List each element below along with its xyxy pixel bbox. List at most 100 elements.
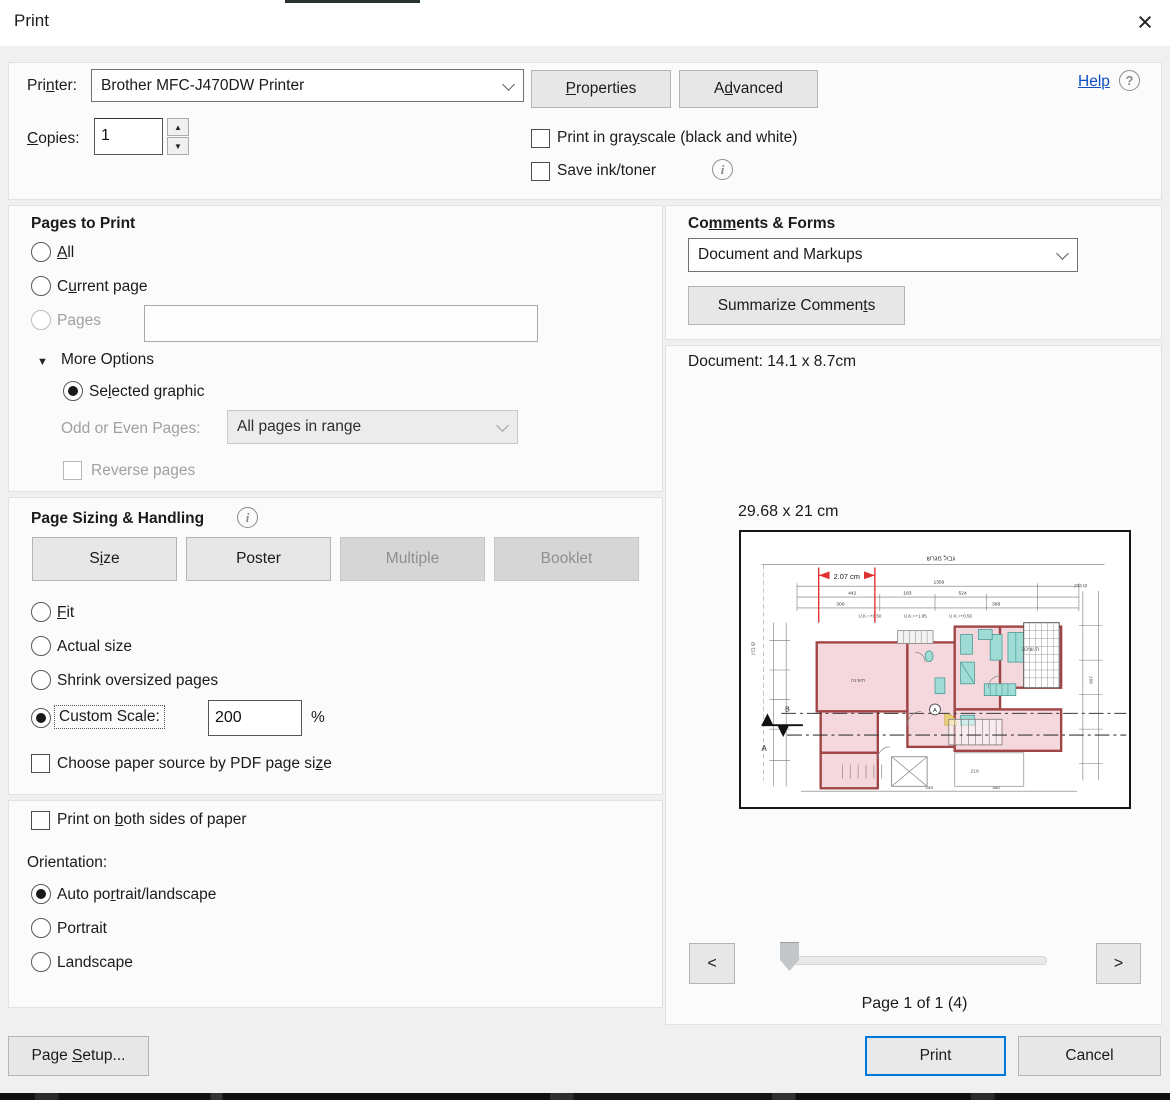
help-question-icon[interactable]: ? [1119,70,1140,91]
percent-label: % [311,709,325,726]
auto-orientation-radio[interactable] [31,884,51,904]
selected-graphic-radio[interactable] [63,381,83,401]
fit-radio[interactable] [31,602,51,622]
scale-dimension: 2.07 cm [818,567,876,623]
print-button[interactable]: Print [865,1036,1006,1076]
paper-source-checkbox[interactable] [31,754,50,773]
info-icon[interactable]: i [237,507,258,528]
svg-text:524: 524 [959,591,967,597]
page-status: Page 1 of 1 (4) [861,995,968,1012]
info-icon[interactable]: i [712,159,733,180]
page-slider-thumb[interactable] [780,942,799,971]
svg-text:2.07 cm: 2.07 cm [834,572,860,581]
more-options-collapse-icon[interactable]: ▼ [37,356,48,368]
printer-label: Printer: [27,77,77,94]
grayscale-label: Print in grayscale (black and white) [557,129,798,146]
comments-forms-select[interactable]: Document and Markups [688,238,1078,272]
svg-text:219: 219 [970,769,978,775]
svg-text:1359: 1359 [933,580,944,586]
all-radio[interactable] [31,242,51,262]
comments-forms-title: Comments & Forms [688,215,836,232]
pages-to-print-panel: Pages to Print All Current page Pages ▼ … [8,205,663,492]
advanced-button[interactable]: Advanced [679,70,818,108]
poster-button[interactable]: Poster [186,537,331,581]
cancel-button[interactable]: Cancel [1018,1036,1161,1076]
svg-text:344: 344 [925,785,933,790]
svg-text:300: 300 [836,601,844,607]
page-slider-track[interactable] [783,956,1047,965]
shrink-radio[interactable] [31,670,51,690]
auto-orientation-label: Auto portrait/landscape [57,886,217,903]
custom-scale-label[interactable]: Custom Scale: [54,705,165,729]
svg-text:442: 442 [848,591,856,597]
page-setup-button[interactable]: Page Setup... [8,1036,149,1076]
printer-panel: Printer: Brother MFC-J470DW Printer Prop… [8,62,1162,200]
svg-text:תשינה: תשינה [851,678,866,684]
comments-forms-panel: Comments & Forms Document and Markups Su… [665,205,1162,340]
summarize-comments-button[interactable]: Summarize Comments [688,286,905,325]
svg-text:450: 450 [992,785,1000,790]
svg-text:קו בנין: קו בנין [752,642,757,655]
current-page-radio[interactable] [31,276,51,296]
svg-text:368: 368 [992,601,1000,607]
background-window-sliver-top [285,0,420,3]
shrink-label: Shrink oversized pages [57,672,219,689]
save-ink-checkbox[interactable] [531,162,550,181]
paper-source-label: Choose paper source by PDF page size [57,755,332,772]
portrait-label: Portrait [57,920,107,937]
save-ink-label: Save ink/toner [557,162,657,179]
chevron-down-icon [502,77,515,91]
printer-select-value: Brother MFC-J470DW Printer [101,76,305,94]
both-sides-label: Print on both sides of paper [57,811,247,828]
both-sides-checkbox[interactable] [31,811,50,830]
page-sizing-title: Page Sizing & Handling [31,510,205,527]
orientation-panel: Print on both sides of paper Orientation… [8,800,663,1008]
chevron-down-icon [496,419,509,432]
booklet-button: Booklet [494,537,639,581]
actual-size-radio[interactable] [31,636,51,656]
custom-scale-input[interactable]: 200 [208,700,302,736]
actual-size-label: Actual size [57,638,132,655]
multiple-button: Multiple [340,537,485,581]
custom-scale-radio[interactable] [31,708,51,728]
paper-size-label: 29.68 x 21 cm [738,503,839,520]
pages-label: Pages [57,312,101,329]
preview-panel: Document: 14.1 x 8.7cm 29.68 x 21 cm גבו… [665,345,1162,1025]
grayscale-checkbox[interactable] [531,129,550,148]
odd-even-label: Odd or Even Pages: [61,420,201,437]
help-link[interactable]: Help [1078,73,1110,90]
svg-text:U.K.=+0.50: U.K.=+0.50 [949,614,972,619]
svg-text:ח.שינה: ח.שינה [1022,647,1040,653]
svg-text:גבול מגרש: גבול מגרש [927,555,956,563]
selected-graphic-label: Selected graphic [89,383,205,400]
all-label: All [57,244,75,261]
fit-label: Fit [57,604,75,621]
properties-button[interactable]: Properties [531,70,671,108]
svg-text:U.K.=+0.50: U.K.=+0.50 [859,614,882,619]
copies-input[interactable]: 1 [94,118,163,155]
next-page-button[interactable]: > [1096,943,1141,984]
more-options-label[interactable]: More Options [61,351,155,368]
document-size-label: Document: 14.1 x 8.7cm [688,353,856,370]
preview-page: גבול מגרש 1359 442 183 524 300 368 U.K.=… [739,530,1131,809]
previous-page-button[interactable]: < [689,943,735,984]
portrait-radio[interactable] [31,918,51,938]
pages-range-input [144,305,538,342]
dialog-title: Print [14,11,49,30]
svg-text:183: 183 [903,591,911,597]
background-window-sliver-bottom [0,1093,1170,1100]
printer-select[interactable]: Brother MFC-J470DW Printer [91,69,524,102]
landscape-radio[interactable] [31,952,51,972]
page-sizing-panel: Page Sizing & Handling i Size Poster Mul… [8,497,663,795]
svg-text:קו בנין: קו בנין [1074,584,1087,589]
landscape-label: Landscape [57,954,133,971]
copies-spin-up-button[interactable]: ▲ [167,118,189,136]
comments-forms-value: Document and Markups [698,246,863,263]
chevron-down-icon [1056,247,1069,260]
close-icon[interactable]: × [1137,6,1153,37]
size-button[interactable]: Size [32,537,177,581]
svg-text:A: A [762,744,768,753]
copies-spin-down-button[interactable]: ▼ [167,137,189,155]
current-page-label: Current page [57,278,148,295]
pages-radio [31,310,51,330]
